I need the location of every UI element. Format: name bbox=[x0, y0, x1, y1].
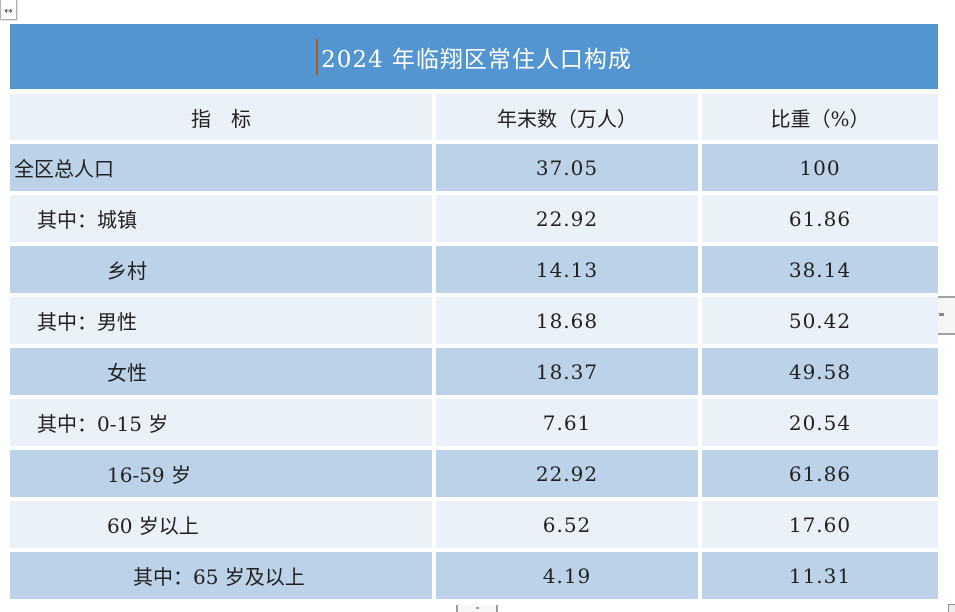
indicator-cell[interactable]: 其中：65 岁及以上 bbox=[10, 552, 432, 599]
table-move-handle[interactable]: ↔ bbox=[0, 0, 17, 20]
indicator-cell[interactable]: 女性 bbox=[10, 348, 432, 395]
indicator-cell[interactable]: 其中：城镇 bbox=[10, 195, 432, 242]
indicator-cell[interactable]: 全区总人口 bbox=[10, 144, 432, 191]
share-cell[interactable]: 38.14 bbox=[702, 246, 938, 293]
move-arrows-icon: ↔ bbox=[4, 6, 13, 17]
scrollbar-thumb-mark bbox=[939, 313, 944, 316]
population-table: 2024 年临翔区常住人口构成 指 标 年末数（万人） 比重（%） 全区总人口 3… bbox=[10, 24, 938, 599]
table-row: 其中：男性 18.68 50.42 bbox=[10, 297, 938, 344]
header-share[interactable]: 比重（%） bbox=[702, 94, 938, 140]
header-year-end[interactable]: 年末数（万人） bbox=[436, 94, 698, 140]
indicator-cell[interactable]: 16-59 岁 bbox=[10, 450, 432, 497]
indicator-cell[interactable]: 其中：0-15 岁 bbox=[10, 399, 432, 446]
table-row: 60 岁以上 6.52 17.60 bbox=[10, 501, 938, 548]
share-cell[interactable]: 11.31 bbox=[702, 552, 938, 599]
table-body: 全区总人口 37.05 100 其中：城镇 22.92 61.86 乡村 14.13 38.14… bbox=[10, 144, 938, 599]
share-cell[interactable]: 17.60 bbox=[702, 501, 938, 548]
indicator-cell[interactable]: 乡村 bbox=[10, 246, 432, 293]
indicator-cell[interactable]: 其中：男性 bbox=[10, 297, 432, 344]
scrollbar-thumb-mark bbox=[476, 607, 479, 609]
vertical-scrollbar-fragment[interactable] bbox=[938, 296, 955, 335]
indicator-cell[interactable]: 60 岁以上 bbox=[10, 501, 432, 548]
year-end-cell[interactable]: 22.92 bbox=[436, 195, 698, 242]
table-row: 其中：65 岁及以上 4.19 11.31 bbox=[10, 552, 938, 599]
table-row: 16-59 岁 22.92 61.86 bbox=[10, 450, 938, 497]
year-end-cell[interactable]: 14.13 bbox=[436, 246, 698, 293]
year-end-cell[interactable]: 22.92 bbox=[436, 450, 698, 497]
year-end-cell[interactable]: 7.61 bbox=[436, 399, 698, 446]
scrollbar-corner-fragment bbox=[948, 604, 955, 612]
horizontal-scrollbar-fragment[interactable] bbox=[456, 605, 498, 612]
year-end-cell[interactable]: 6.52 bbox=[436, 501, 698, 548]
share-cell[interactable]: 20.54 bbox=[702, 399, 938, 446]
share-cell[interactable]: 61.86 bbox=[702, 450, 938, 497]
table-header-row: 指 标 年末数（万人） 比重（%） bbox=[10, 94, 938, 140]
table-row: 全区总人口 37.05 100 bbox=[10, 144, 938, 191]
share-cell[interactable]: 61.86 bbox=[702, 195, 938, 242]
share-cell[interactable]: 50.42 bbox=[702, 297, 938, 344]
share-cell[interactable]: 100 bbox=[702, 144, 938, 191]
header-indicator[interactable]: 指 标 bbox=[10, 94, 432, 140]
share-cell[interactable]: 49.58 bbox=[702, 348, 938, 395]
table-row: 乡村 14.13 38.14 bbox=[10, 246, 938, 293]
text-cursor-caret bbox=[316, 38, 319, 75]
year-end-cell[interactable]: 18.68 bbox=[436, 297, 698, 344]
year-end-cell[interactable]: 18.37 bbox=[436, 348, 698, 395]
year-end-cell[interactable]: 4.19 bbox=[436, 552, 698, 599]
table-title: 2024 年临翔区常住人口构成 bbox=[321, 46, 632, 73]
table-row: 其中：城镇 22.92 61.86 bbox=[10, 195, 938, 242]
table-row: 女性 18.37 49.58 bbox=[10, 348, 938, 395]
year-end-cell[interactable]: 37.05 bbox=[436, 144, 698, 191]
table-title-row[interactable]: 2024 年临翔区常住人口构成 bbox=[10, 24, 938, 89]
table-row: 其中：0-15 岁 7.61 20.54 bbox=[10, 399, 938, 446]
